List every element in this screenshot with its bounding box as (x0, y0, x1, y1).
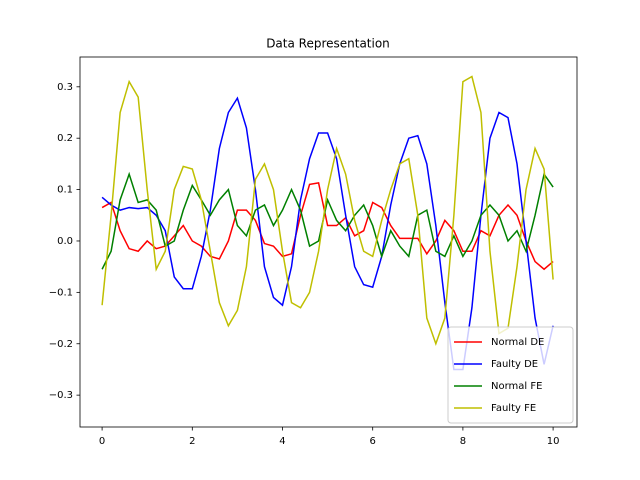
x-tick-label: 8 (460, 436, 466, 447)
line (101, 75, 554, 347)
y-tick-label: 0.1 (57, 185, 73, 196)
y-tick-label: −0.1 (49, 287, 73, 298)
y-tick-label: 0.2 (57, 133, 73, 144)
y-tick-label: 0.3 (57, 82, 73, 93)
x-tick-label: 4 (279, 436, 285, 447)
legend-box (447, 326, 574, 424)
x-tick-label: 2 (189, 436, 195, 447)
legend-label: Normal DE (491, 337, 544, 348)
plot-frame (79, 56, 578, 428)
y-tick-label: −0.2 (49, 339, 73, 350)
legend-label: Faulty DE (491, 359, 538, 370)
line (101, 96, 554, 371)
x-tick-label: 0 (99, 436, 105, 447)
x-tick-label: 10 (547, 436, 560, 447)
x-tick-label: 6 (370, 436, 376, 447)
legend-label: Faulty FE (491, 403, 536, 414)
chart-title: Data Representation (266, 37, 390, 51)
y-tick-label: −0.3 (49, 390, 73, 401)
legend-label: Normal FE (491, 381, 542, 392)
y-tick-label: 0.0 (57, 236, 73, 247)
line (101, 171, 554, 270)
